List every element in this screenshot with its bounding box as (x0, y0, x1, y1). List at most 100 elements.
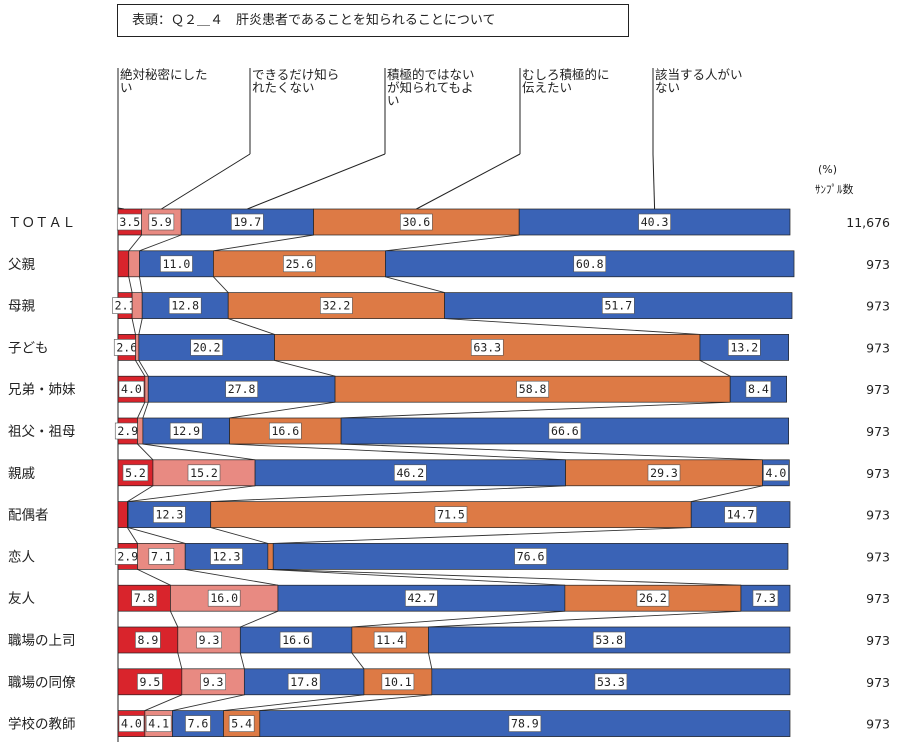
data-label-box (148, 548, 175, 565)
bar-connector-line (210, 527, 268, 544)
data-label: 11.4 (376, 633, 404, 647)
data-label: 20.2 (193, 340, 221, 354)
bar-connector-line (135, 360, 146, 377)
data-label: 71.5 (437, 508, 465, 522)
legend-label: 絶対秘密にしたい (120, 67, 208, 95)
bar-connector-line (428, 652, 433, 669)
data-label: 76.6 (517, 549, 545, 563)
bar-connector-line (273, 527, 692, 544)
category-label: 配偶者 (8, 508, 49, 524)
data-label-box (320, 297, 353, 314)
data-label: 42.7 (408, 591, 436, 605)
bar-connector-line (137, 402, 146, 419)
data-label-box (573, 255, 607, 273)
data-label-box (145, 715, 172, 732)
data-label-box (400, 213, 433, 231)
bar-segment (137, 417, 144, 445)
bar-connector-line (142, 443, 256, 461)
bar-connector-line (127, 485, 154, 502)
category-label: ＴＯＴＡＬ (8, 215, 76, 231)
data-label: 2.9 (117, 549, 138, 563)
data-label-box (516, 380, 549, 398)
bar-connector-line (213, 234, 314, 252)
unit-label: (%) (818, 163, 838, 176)
data-label-box (745, 380, 772, 398)
data-label: 12.8 (171, 299, 199, 313)
data-label-box (508, 715, 542, 732)
data-label: 78.9 (511, 717, 539, 731)
bar-connector-line (341, 401, 731, 419)
category-label: 職場の同僚 (8, 675, 76, 691)
bar-connector-line (274, 359, 336, 377)
bar-connector-line (137, 443, 154, 461)
data-label-box (168, 297, 202, 314)
bar-connector-line (139, 276, 143, 293)
data-label: 11.0 (163, 257, 191, 271)
data-label-box (373, 631, 407, 649)
data-label: 2.1 (115, 299, 136, 313)
data-label: 7.1 (151, 549, 172, 563)
data-label-box (169, 422, 203, 440)
sample-size-value: 973 (866, 508, 890, 523)
bar-connector-line (228, 318, 275, 335)
data-label: 60.8 (576, 257, 604, 271)
bar-connector-line (144, 694, 183, 712)
bar-connector-line (128, 276, 133, 293)
data-label-box (394, 464, 427, 482)
category-label: 子ども (8, 340, 49, 356)
legend-label: できるだけ知られたくない (252, 67, 339, 95)
bar-connector-line (240, 610, 279, 628)
category-label: 祖父・祖母 (8, 424, 76, 440)
data-label-box (210, 548, 243, 565)
data-label-box (279, 631, 313, 649)
sample-size-value: 11,676 (846, 215, 890, 230)
data-label: 32.2 (323, 299, 351, 313)
data-label-box (185, 715, 211, 732)
sample-size-value: 973 (866, 382, 890, 397)
category-label: 父親 (8, 257, 35, 273)
sample-size-value: 973 (866, 257, 890, 272)
data-label: 26.2 (639, 591, 667, 605)
data-label-box (131, 589, 158, 607)
data-label-box (752, 589, 779, 607)
bar-segment (128, 250, 140, 278)
data-label: 63.3 (473, 340, 501, 354)
data-label-box (470, 339, 504, 356)
category-label: 母親 (8, 299, 35, 315)
bar-connector-line (137, 568, 171, 586)
bar-connector-line (351, 610, 565, 628)
bar-connector-line (385, 234, 520, 252)
legend-leader-line (416, 153, 521, 210)
data-label-box (200, 673, 226, 691)
data-label: 4.0 (765, 466, 786, 480)
bar-segment (117, 501, 128, 528)
data-label: 4.0 (121, 717, 142, 731)
data-label-box (148, 213, 175, 231)
data-label: 58.8 (519, 382, 547, 396)
bar-segment (144, 375, 149, 403)
data-label: 5.9 (151, 215, 172, 229)
data-label-box (225, 380, 258, 398)
data-label: 14.7 (727, 508, 755, 522)
data-label-box (196, 631, 222, 649)
bar-connector-line (223, 694, 365, 712)
data-label-box (602, 297, 635, 314)
data-label: 7.6 (188, 717, 209, 731)
bar-connector-line (131, 318, 136, 335)
legend-leader-line (247, 153, 386, 210)
bar-connector-line (128, 485, 256, 503)
data-label-box (137, 673, 163, 691)
bar-connector-line (351, 652, 365, 670)
bar-connector-line (138, 318, 143, 335)
bar-connector-line (699, 360, 731, 377)
data-label-box (187, 464, 221, 482)
data-label: 53.3 (597, 675, 625, 689)
bar-connector-line (273, 568, 741, 586)
category-label: 親戚 (8, 466, 35, 482)
bar-segment (117, 250, 130, 278)
bar-connector-line (139, 234, 182, 252)
data-label-box (763, 464, 789, 482)
bar-connector-line (213, 276, 229, 293)
data-label-box (190, 339, 224, 356)
